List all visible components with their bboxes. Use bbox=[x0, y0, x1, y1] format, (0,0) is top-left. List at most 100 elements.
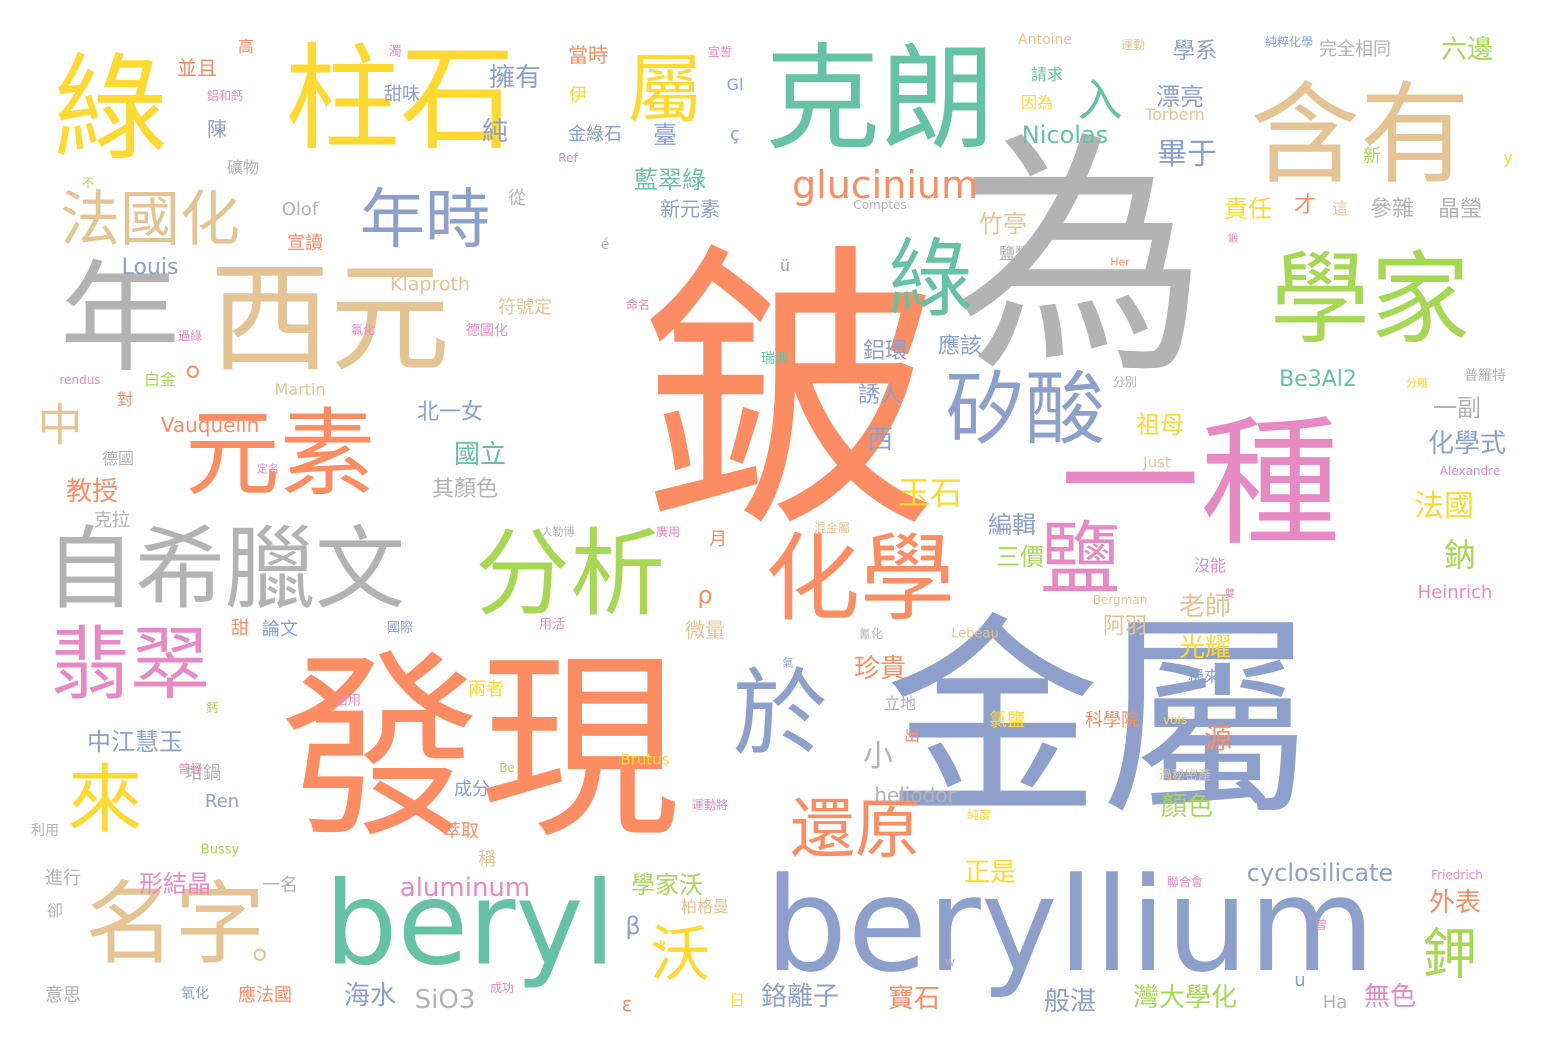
word-jade: 玉石 bbox=[897, 474, 963, 512]
word-france: 法國 bbox=[1414, 489, 1474, 524]
word-her: Her bbox=[1110, 255, 1130, 269]
word-mixed-metal: 混金屬 bbox=[813, 521, 851, 535]
word-year: 年 bbox=[60, 250, 180, 389]
word-high: 高 bbox=[237, 37, 255, 56]
word-double: 雙 bbox=[1225, 589, 1235, 600]
word-reduce: 還原 bbox=[789, 792, 921, 868]
word-new: 新 bbox=[1363, 146, 1381, 167]
word-green-large: 綠 bbox=[52, 42, 168, 177]
word-grandmother: 祖母 bbox=[1136, 411, 1184, 439]
word-french-chem: 法國化 bbox=[60, 185, 240, 255]
word-comptes: Comptes bbox=[853, 198, 907, 212]
word-silicic-acid: 矽酸 bbox=[945, 363, 1105, 456]
word-aluminum-ring: 鋁環 bbox=[862, 339, 908, 364]
word-pure-chemistry: 純粹化學 bbox=[1264, 35, 1314, 49]
word-wo: 沃 bbox=[650, 920, 710, 990]
word-blue-green: 藍翠綠 bbox=[634, 166, 706, 194]
word-antoine: Antoine bbox=[1018, 32, 1072, 48]
word-friedrich: Friedrich bbox=[1431, 868, 1483, 882]
word-seawater: 海水 bbox=[343, 981, 397, 1011]
word-thesis: 論文 bbox=[262, 619, 298, 640]
word-period-tan: 。 bbox=[252, 922, 292, 968]
word-out: 出 bbox=[903, 726, 921, 745]
word-u-umlaut: ü bbox=[779, 256, 791, 275]
word-vols: vols bbox=[1162, 713, 1188, 727]
word-brutus: Brutus bbox=[620, 750, 670, 769]
word-one-name: 一名 bbox=[262, 875, 298, 896]
word-respectively: 分別 bbox=[1112, 375, 1138, 389]
word-edit: 編輯 bbox=[988, 511, 1036, 539]
word-announce: 宣讀 bbox=[287, 233, 323, 254]
word-utilize: 利用 bbox=[31, 823, 59, 839]
word-vauquelin: Vauquelin bbox=[160, 413, 260, 437]
word-germany: 德國 bbox=[101, 449, 135, 468]
word-chemist-wo: 學家沃 bbox=[631, 871, 703, 899]
word-olof: Olof bbox=[281, 199, 319, 220]
word-west: 西 bbox=[866, 425, 894, 455]
word-genus: 屬 bbox=[627, 45, 703, 134]
word-krang: 克朗 bbox=[764, 32, 996, 167]
word-only-then: 才 bbox=[1293, 193, 1317, 218]
word-separate: 分離 bbox=[1406, 376, 1428, 390]
word-u: u bbox=[1294, 970, 1306, 991]
word-martin: Martin bbox=[274, 380, 326, 399]
word-month: 月 bbox=[709, 529, 727, 550]
word-once: 曾經 bbox=[177, 762, 203, 776]
word-component: 成分 bbox=[454, 779, 490, 800]
word-nicolas: Nicolas bbox=[1021, 121, 1109, 149]
word-ren: Ren bbox=[204, 791, 240, 812]
word-hexagonal: 六邊 bbox=[1440, 35, 1494, 65]
word-sweet: 甜 bbox=[231, 618, 249, 639]
word-cyanide: 氰化 bbox=[858, 627, 884, 641]
word-rho: ρ bbox=[697, 581, 713, 609]
word-called: 稱 bbox=[478, 849, 496, 870]
word-meaning: 意思 bbox=[45, 985, 81, 1006]
word-ha: Ha bbox=[1322, 992, 1348, 1013]
word-al-ca: 鋁和鈣 bbox=[206, 89, 244, 103]
word-possess: 擁有 bbox=[488, 63, 542, 93]
word-from-greek: 自希臘文 bbox=[45, 517, 405, 622]
word-success: 成功 bbox=[489, 981, 515, 995]
word-oxide: 氧化 bbox=[181, 986, 209, 1002]
word-its-color: 其顏色 bbox=[431, 477, 499, 502]
word-turbid: 濁 bbox=[388, 44, 402, 60]
word-salts: 鹽類 bbox=[998, 244, 1032, 263]
word-to: 對 bbox=[116, 390, 134, 409]
word-enter: 入 bbox=[1077, 73, 1123, 127]
word-failed: 沒能 bbox=[1193, 556, 1227, 575]
word-name: 名字 bbox=[85, 872, 265, 977]
word-over-green: 過綠 bbox=[177, 329, 203, 343]
word-wide-use: 廣用 bbox=[655, 525, 681, 539]
word-precisely: 正是 bbox=[963, 858, 1017, 888]
word-movement-will: 運動將 bbox=[691, 798, 729, 812]
word-sio3: SiO3 bbox=[414, 985, 476, 1015]
word-proust: 普羅特 bbox=[1464, 368, 1506, 384]
word-a-pair: 一副 bbox=[1433, 394, 1481, 422]
word-sweden: 瑞典 bbox=[761, 351, 789, 367]
word-german-chem: 德國化 bbox=[466, 323, 508, 339]
word-column-stone: 柱石 bbox=[284, 32, 516, 167]
word-torbern: Torbern bbox=[1145, 105, 1205, 124]
word-colorless: 無色 bbox=[1363, 982, 1417, 1012]
word-alexandre: Alexandre bbox=[1439, 464, 1501, 478]
word-gl: Gl bbox=[726, 75, 744, 94]
word-color: 顏色 bbox=[1160, 792, 1214, 822]
word-proceed: 進行 bbox=[45, 868, 81, 889]
word-extract: 萃取 bbox=[443, 821, 479, 842]
word-discover: 發現 bbox=[279, 633, 681, 866]
word-national: 國立 bbox=[453, 440, 507, 470]
word-trivalent: 三價 bbox=[996, 543, 1044, 571]
word-continue-use: 沿用 bbox=[334, 693, 362, 709]
word-klaproth: Klaproth bbox=[390, 273, 470, 296]
word-chrysoberyl: 金綠石 bbox=[568, 124, 622, 145]
word-naming: 命名 bbox=[625, 298, 651, 312]
word-academy: 科學院 bbox=[1085, 710, 1139, 731]
word-year-time: 年時 bbox=[359, 182, 491, 258]
word-but: 卻 bbox=[46, 901, 64, 920]
word-metal: 金屬 bbox=[885, 594, 1315, 846]
word-tai: 臺 bbox=[653, 121, 677, 149]
word-pretty: 漂亮 bbox=[1156, 83, 1204, 111]
word-sodium: 鈉 bbox=[1443, 536, 1477, 574]
word-new-element: 新元素 bbox=[660, 197, 720, 221]
word-period-orange: 。 bbox=[185, 339, 225, 385]
